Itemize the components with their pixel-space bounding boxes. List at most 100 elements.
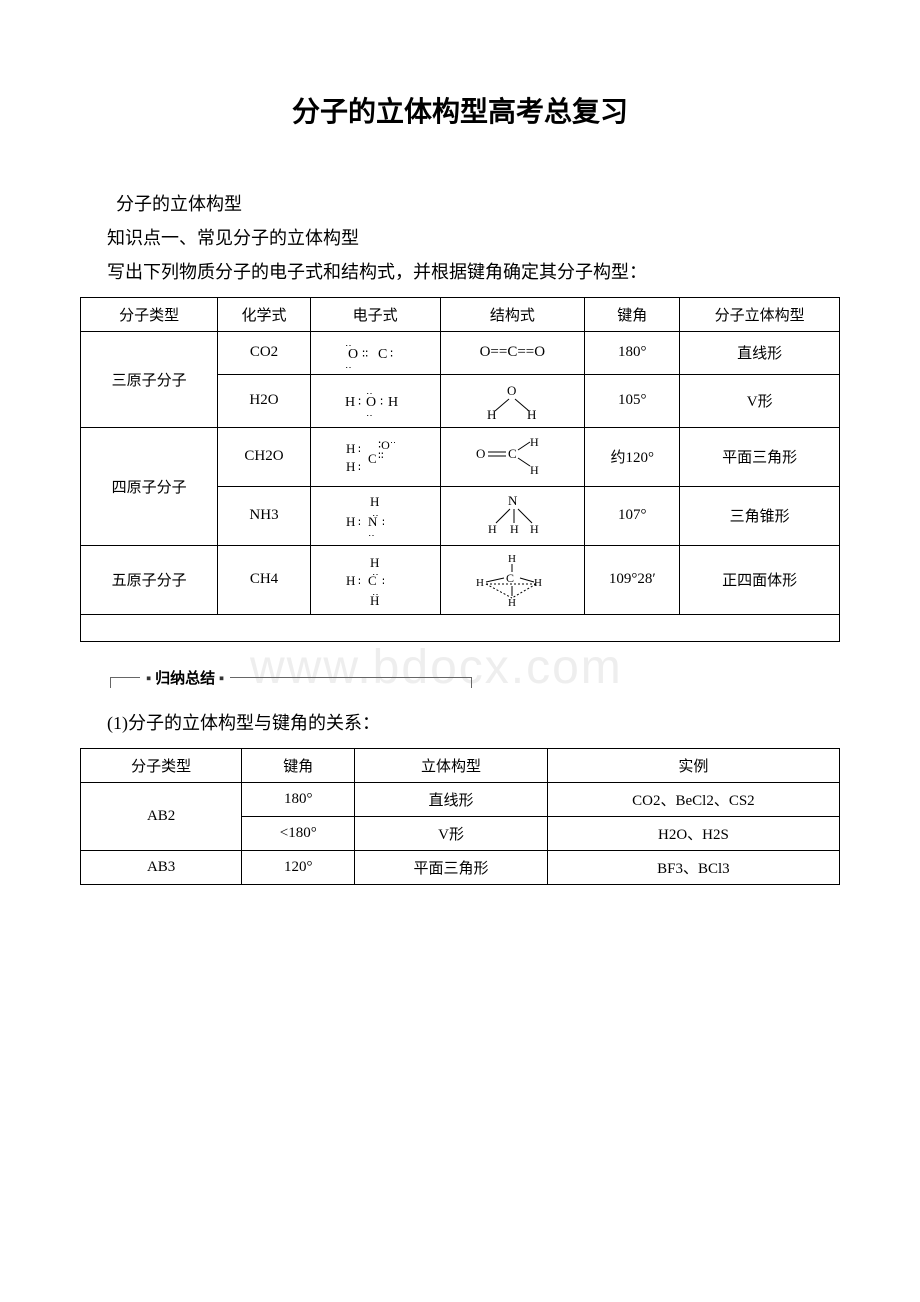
th-type: 分子类型	[81, 748, 242, 782]
cell-angle: 109°28′	[585, 545, 680, 614]
lewis-ch2o-icon: ∶O ‥ H∶ H∶ C ∶∶	[340, 435, 410, 479]
struct-h2o-icon: O H H	[477, 381, 547, 421]
svg-text:∶: ∶	[380, 395, 383, 409]
summary-bracket: 归纳总结	[110, 677, 472, 688]
th-lewis: 电子式	[310, 297, 440, 331]
svg-text:O: O	[476, 446, 485, 461]
cell-type: AB2	[81, 782, 242, 850]
cell-shape: 平面三角形	[680, 427, 840, 486]
svg-text:∶∶: ∶∶	[378, 450, 384, 462]
svg-text:H: H	[488, 522, 497, 536]
svg-text:‥: ‥	[366, 408, 373, 416]
cell-type: AB3	[81, 850, 242, 884]
struct-nh3-icon: N H H H	[472, 493, 552, 539]
cell-shape: 直线形	[680, 331, 840, 374]
subsection-heading: 知识点一、常见分子的立体构型	[80, 224, 840, 250]
svg-text:‥: ‥	[390, 435, 396, 445]
cell-shape: 正四面体形	[680, 545, 840, 614]
struct-ch4-icon: H H H H C	[472, 552, 552, 608]
cell-angle: 107°	[585, 486, 680, 545]
svg-text:H: H	[476, 577, 484, 589]
svg-text:∶: ∶	[358, 395, 361, 409]
cell-structure: O C H H	[440, 427, 585, 486]
svg-text:H: H	[530, 522, 539, 536]
svg-text:C: C	[368, 451, 377, 466]
summary-item: (1)分子的立体构型与键角的关系：	[80, 709, 840, 738]
cell-structure: N H H H	[440, 486, 585, 545]
cell-angle: 180°	[585, 331, 680, 374]
table-header-row: 分子类型 键角 立体构型 实例	[81, 748, 840, 782]
cell-lewis: H ∶ O ‥ ‥ ∶ H	[310, 374, 440, 427]
cell-lewis: O ‥ ‥ ∶∶ C ∶	[310, 331, 440, 374]
cell-formula: H2O	[218, 374, 311, 427]
lewis-co2-icon: O ‥ ‥ ∶∶ C ∶	[340, 338, 410, 368]
cell-type: 三原子分子	[81, 331, 218, 427]
svg-text:∶∶: ∶∶	[362, 347, 368, 361]
lewis-ch4-icon: H ‥ H∶ C ∶ ‥ H	[340, 555, 410, 605]
svg-text:H: H	[530, 435, 539, 449]
svg-text:H: H	[345, 395, 355, 410]
svg-text:H: H	[346, 459, 355, 474]
cell-formula: NH3	[218, 486, 311, 545]
cell-lewis: ∶O ‥ H∶ H∶ C ∶∶	[310, 427, 440, 486]
cell-lewis: H ‥ H∶ C ∶ ‥ H	[310, 545, 440, 614]
svg-text:C: C	[378, 347, 387, 362]
svg-text:H: H	[388, 395, 398, 410]
table-row: 三原子分子 CO2 O ‥ ‥ ∶∶ C ∶ O==C==O 180° 直线形	[81, 331, 840, 374]
svg-text:H: H	[534, 577, 542, 589]
cell-angle: 105°	[585, 374, 680, 427]
svg-text:H: H	[346, 514, 355, 529]
cell-structure: H H H H C	[440, 545, 585, 614]
cell-angle: 180°	[242, 782, 355, 816]
svg-text:∶: ∶	[382, 576, 385, 588]
cell-shape: 三角锥形	[680, 486, 840, 545]
lewis-nh3-icon: H ‥ H∶ N ∶ ‥	[340, 494, 410, 538]
svg-text:H: H	[527, 407, 536, 421]
intro-text: 写出下列物质分子的电子式和结构式，并根据键角确定其分子构型：	[80, 258, 840, 287]
svg-text:H: H	[487, 407, 496, 421]
svg-text:H: H	[370, 494, 379, 509]
svg-text:N: N	[508, 493, 518, 508]
svg-text:‥: ‥	[345, 360, 352, 368]
svg-text:‥: ‥	[368, 528, 375, 538]
document-content: 分子的立体构型高考总复习 分子的立体构型 知识点一、常见分子的立体构型 写出下列…	[80, 90, 840, 885]
th-structure: 结构式	[440, 297, 585, 331]
lewis-h2o-icon: H ∶ O ‥ ‥ ∶ H	[340, 386, 410, 416]
svg-text:C: C	[508, 446, 517, 461]
th-angle: 键角	[585, 297, 680, 331]
table-row: 五原子分子 CH4 H ‥ H∶ C ∶ ‥ H H H H H C	[81, 545, 840, 614]
svg-text:∶: ∶	[358, 576, 361, 588]
svg-text:C: C	[368, 573, 377, 588]
th-shape: 立体构型	[355, 748, 548, 782]
cell-structure: O==C==O	[440, 331, 585, 374]
table-row: AB2 180° 直线形 CO2、BeCl2、CS2	[81, 782, 840, 816]
svg-text:H: H	[530, 463, 539, 477]
angle-relation-table: 分子类型 键角 立体构型 实例 AB2 180° 直线形 CO2、BeCl2、C…	[80, 748, 840, 885]
svg-text:∶: ∶	[358, 444, 361, 456]
svg-text:∶: ∶	[358, 517, 361, 529]
table-row: AB3 120° 平面三角形 BF3、BCl3	[81, 850, 840, 884]
th-shape: 分子立体构型	[680, 297, 840, 331]
svg-text:∶: ∶	[358, 462, 361, 474]
cell-formula: CH4	[218, 545, 311, 614]
cell-angle: 120°	[242, 850, 355, 884]
cell-angle: <180°	[242, 816, 355, 850]
svg-text:∶: ∶	[382, 517, 385, 529]
summary-label: 归纳总结	[140, 667, 230, 688]
svg-text:H: H	[508, 553, 516, 565]
cell-structure: O H H	[440, 374, 585, 427]
cell-lewis: H ‥ H∶ N ∶ ‥	[310, 486, 440, 545]
th-example: 实例	[547, 748, 839, 782]
cell-angle: 约120°	[585, 427, 680, 486]
svg-text:H: H	[508, 597, 516, 608]
svg-text:N: N	[368, 514, 378, 529]
svg-text:H: H	[346, 573, 355, 588]
table-row: 四原子分子 CH2O ∶O ‥ H∶ H∶ C ∶∶ O C H H	[81, 427, 840, 486]
page-title: 分子的立体构型高考总复习	[80, 90, 840, 130]
svg-text:H: H	[346, 441, 355, 456]
th-type: 分子类型	[81, 297, 218, 331]
th-angle: 键角	[242, 748, 355, 782]
svg-text:C: C	[506, 571, 514, 585]
svg-text:H: H	[370, 593, 379, 605]
section-title: 分子的立体构型	[80, 190, 840, 216]
